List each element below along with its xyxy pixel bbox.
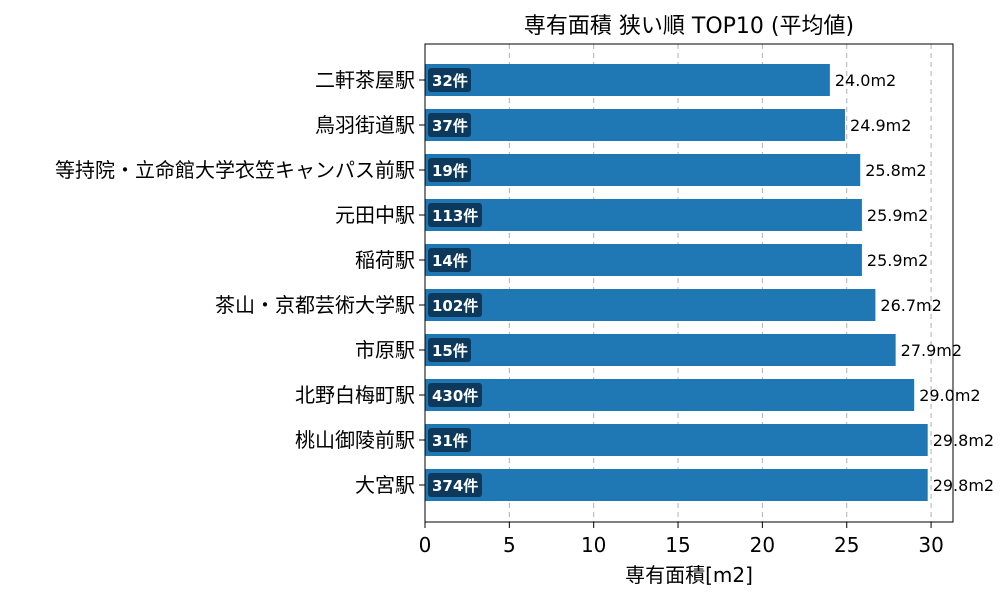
count-label: 14件: [432, 252, 468, 270]
bar: [425, 244, 862, 276]
x-tick-label: 15: [665, 533, 690, 557]
count-label: 37件: [432, 117, 468, 135]
bar: [425, 379, 915, 411]
ticks-layer: 0 5 10 15 20 25 30: [419, 79, 944, 557]
count-badge: [428, 203, 482, 227]
x-tick-label: 30: [918, 533, 943, 557]
value-label: 25.9m2: [867, 251, 928, 270]
value-label: 24.9m2: [850, 116, 911, 135]
category-label: 北野白梅町駅: [295, 383, 415, 407]
count-badge: [428, 428, 471, 452]
count-label: 31件: [432, 432, 468, 450]
category-label: 茶山・京都芸術大学駅: [215, 293, 415, 317]
bar: [425, 64, 830, 96]
x-tick-label: 20: [750, 533, 775, 557]
count-label: 430件: [432, 387, 478, 405]
count-badge: [428, 68, 471, 92]
chart-title: 専有面積 狭い順 TOP10 (平均値): [524, 14, 854, 39]
bar: [425, 154, 861, 186]
bars-layer: [425, 64, 928, 501]
x-tick-label: 0: [419, 533, 432, 557]
category-label: 等持院・立命館大学衣笠キャンパス前駅: [55, 158, 415, 182]
count-badge: [428, 338, 471, 362]
category-label: 稲荷駅: [355, 248, 415, 272]
count-label: 113件: [432, 207, 478, 225]
count-badge: [428, 158, 471, 182]
count-label: 102件: [432, 297, 478, 315]
x-tick-label: 5: [503, 533, 516, 557]
value-label: 26.7m2: [880, 296, 941, 315]
category-label: 大宮駅: [355, 473, 415, 497]
count-label: 15件: [432, 342, 468, 360]
category-label: 市原駅: [355, 338, 415, 362]
category-label: 二軒茶屋駅: [315, 68, 415, 92]
bar: [425, 469, 928, 501]
value-label: 29.8m2: [933, 431, 994, 450]
count-badge: [428, 113, 471, 137]
value-label: 25.9m2: [867, 206, 928, 225]
bar: [425, 109, 846, 141]
bar: [425, 424, 928, 456]
value-label: 25.8m2: [865, 161, 926, 180]
count-badge: [428, 248, 471, 272]
count-badge: [428, 473, 482, 497]
bar: [425, 289, 876, 321]
count-label: 19件: [432, 162, 468, 180]
category-label: 元田中駅: [335, 203, 415, 227]
value-label: 24.0m2: [835, 71, 896, 90]
count-badge: [428, 383, 482, 407]
bar: [425, 334, 896, 366]
count-badge: [428, 293, 482, 317]
x-axis-label: 専有面積[m2]: [625, 563, 753, 587]
value-label: 29.8m2: [933, 476, 994, 495]
count-label: 374件: [432, 477, 478, 495]
bar: [425, 199, 862, 231]
x-tick-label: 25: [834, 533, 859, 557]
category-label: 鳥羽街道駅: [315, 113, 415, 137]
plot-frame: [424, 43, 954, 523]
category-label: 桃山御陵前駅: [295, 428, 415, 452]
x-tick-label: 10: [581, 533, 606, 557]
count-label: 32件: [432, 72, 468, 90]
value-label: 29.0m2: [919, 386, 980, 405]
value-label: 27.9m2: [901, 341, 962, 360]
